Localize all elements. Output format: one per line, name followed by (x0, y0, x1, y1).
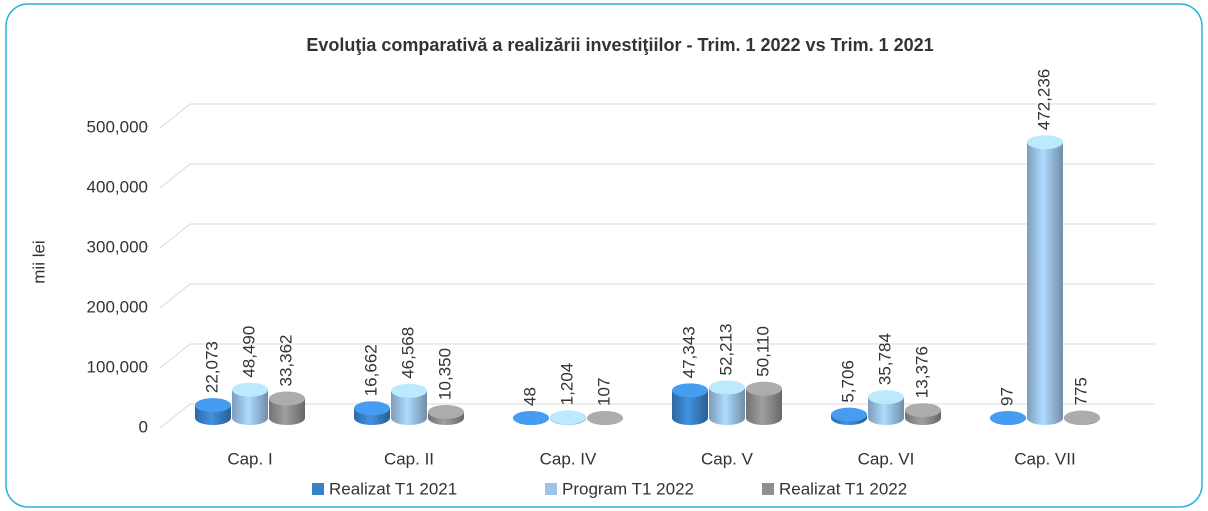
bar-top (391, 383, 427, 398)
bar (990, 410, 1026, 425)
bar (1027, 135, 1063, 425)
bar (232, 382, 268, 425)
legend-label: Realizat T1 2021 (329, 479, 457, 498)
bar-body (868, 397, 904, 425)
x-tick-label: Cap. II (384, 449, 434, 468)
bar-top (990, 410, 1026, 425)
bar (269, 391, 305, 425)
legend-swatch (545, 483, 557, 495)
data-label: 48 (520, 387, 539, 406)
bar (905, 403, 941, 425)
data-label: 107 (594, 378, 613, 406)
grid-line (159, 223, 1155, 249)
bar-body (1027, 142, 1063, 425)
bar-body (269, 398, 305, 425)
y-axis-title: mii lei (29, 240, 48, 283)
bar-top (587, 410, 623, 425)
legend-swatch (762, 483, 774, 495)
bar-body (746, 388, 782, 425)
data-label: 22,073 (202, 341, 221, 393)
y-tick-label: 300,000 (87, 237, 148, 256)
legend-label: Realizat T1 2022 (779, 479, 907, 498)
x-tick-label: Cap. IV (540, 449, 597, 468)
bar-top (1064, 410, 1100, 425)
bar (513, 410, 549, 425)
data-label: 46,568 (398, 327, 417, 379)
data-label: 47,343 (679, 326, 698, 378)
x-tick-label: Cap. I (227, 449, 272, 468)
bar (746, 381, 782, 425)
grid-line (159, 343, 1155, 369)
legend-swatch (312, 483, 324, 495)
x-tick-label: Cap. VII (1014, 449, 1075, 468)
bar (587, 410, 623, 425)
legend-label: Program T1 2022 (562, 479, 694, 498)
bar-top (269, 391, 305, 406)
bar-top (1027, 135, 1063, 150)
bar-top (550, 410, 586, 425)
bar (672, 383, 708, 425)
frame (5, 3, 1203, 508)
grid-line (159, 403, 1155, 429)
bar-top (428, 404, 464, 419)
grid-line (159, 103, 1155, 129)
bar-body (709, 387, 745, 425)
chart-title: Evoluţia comparativă a realizării invest… (306, 35, 933, 55)
bar-body (391, 390, 427, 425)
bar (428, 404, 464, 425)
bar (831, 407, 867, 425)
data-label: 16,662 (361, 344, 380, 396)
bar-top (868, 390, 904, 405)
bar-body (232, 389, 268, 425)
y-tick-label: 100,000 (87, 357, 148, 376)
bar-top (905, 403, 941, 418)
y-tick-label: 500,000 (87, 117, 148, 136)
data-label: 775 (1071, 377, 1090, 405)
data-label: 48,490 (239, 326, 258, 378)
bar-body (672, 390, 708, 425)
data-label: 13,376 (912, 346, 931, 398)
bar (709, 380, 745, 425)
bar-top (513, 410, 549, 425)
data-label: 33,362 (276, 335, 295, 387)
bar (550, 410, 586, 425)
x-tick-label: Cap. V (701, 449, 754, 468)
y-tick-label: 200,000 (87, 297, 148, 316)
grid-line (159, 283, 1155, 309)
bar (1064, 410, 1100, 425)
data-label: 5,706 (838, 360, 857, 403)
bar-top (672, 383, 708, 398)
bar (391, 383, 427, 425)
bar-top (746, 381, 782, 396)
bar-top (195, 398, 231, 413)
data-label: 52,213 (716, 324, 735, 376)
x-tick-label: Cap. VI (858, 449, 915, 468)
bar-top (709, 380, 745, 395)
y-tick-label: 0 (139, 417, 148, 436)
bar (195, 398, 231, 425)
data-label: 97 (997, 387, 1016, 406)
data-label: 35,784 (875, 333, 894, 385)
bar (868, 390, 904, 425)
bar-top (354, 401, 390, 416)
grid-line (159, 163, 1155, 189)
data-label: 472,236 (1034, 69, 1053, 130)
y-tick-label: 400,000 (87, 177, 148, 196)
data-label: 10,350 (435, 348, 454, 400)
data-label: 1,204 (557, 363, 576, 406)
bar-top (232, 382, 268, 397)
bar (354, 401, 390, 425)
data-label: 50,110 (753, 326, 772, 377)
bar-top (831, 407, 867, 422)
